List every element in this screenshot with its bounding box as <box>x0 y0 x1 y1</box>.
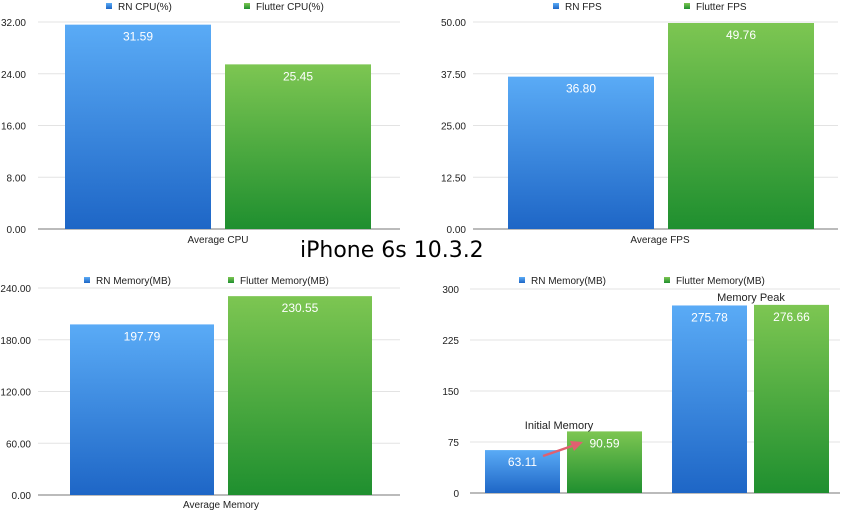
legend-swatch <box>244 3 250 9</box>
data-label: 31.59 <box>123 30 153 44</box>
annotation-memory-peak: Memory Peak <box>717 292 785 304</box>
y-tick-label: 50.00 <box>441 18 466 29</box>
bar <box>225 64 371 229</box>
x-axis-label: Average FPS <box>630 235 690 246</box>
data-label: 25.45 <box>283 69 313 83</box>
bar <box>672 305 747 493</box>
bar <box>228 296 372 495</box>
legend-label: Flutter Memory(MB) <box>676 276 765 287</box>
legend-label: Flutter CPU(%) <box>256 2 324 13</box>
y-tick-label: 180.00 <box>0 336 31 347</box>
y-tick-label: 0.00 <box>12 491 32 502</box>
y-tick-label: 120.00 <box>0 388 31 399</box>
bar <box>754 304 829 493</box>
legend-swatch <box>519 277 525 283</box>
chart-2: 0.00 12.50 25.00 37.50 50.00 RN FPS Flutter FP… <box>441 2 838 246</box>
legend-swatch <box>228 277 234 283</box>
legend-label: RN Memory(MB) <box>96 276 171 287</box>
y-tick-label: 0 <box>453 489 459 500</box>
legend-swatch <box>553 3 559 9</box>
annotation-arrow-line <box>542 444 573 458</box>
y-tick-label: 32.00 <box>1 18 26 29</box>
legend-label: RN Memory(MB) <box>531 276 606 287</box>
y-tick-label: 300 <box>442 285 459 296</box>
bar <box>65 24 211 229</box>
data-label: 275.78 <box>691 310 728 324</box>
chart-1: 0.00 8.00 16.00 24.00 32.00 RN CPU(%) Flutter … <box>1 2 400 246</box>
y-tick-label: 12.50 <box>441 173 466 184</box>
data-label: 36.80 <box>566 82 596 96</box>
y-tick-label: 0.00 <box>447 225 467 236</box>
chart-3: 0.00 60.00 120.00 180.00 240.00 RN Memory(MB)… <box>0 276 400 511</box>
y-tick-label: 37.50 <box>441 70 466 81</box>
bar <box>668 22 814 229</box>
data-label: 49.76 <box>726 28 756 42</box>
data-label: 63.11 <box>508 455 537 469</box>
annotation-arrow-head <box>570 441 583 451</box>
y-tick-label: 240.00 <box>0 284 31 295</box>
legend-label: Flutter Memory(MB) <box>240 276 329 287</box>
chart-4: 0 75 150 225 300 RN Memory(MB) Flutter Memory(… <box>442 276 840 500</box>
page-title: iPhone 6s 10.3.2 <box>300 238 484 263</box>
bar <box>70 324 214 495</box>
y-tick-label: 8.00 <box>7 173 27 184</box>
legend-swatch <box>684 3 690 9</box>
data-label: 90.59 <box>589 436 619 450</box>
y-tick-label: 24.00 <box>1 70 26 81</box>
y-tick-label: 75 <box>448 438 460 449</box>
y-tick-label: 16.00 <box>1 122 26 133</box>
y-tick-label: 25.00 <box>441 122 466 133</box>
y-tick-label: 150 <box>442 387 459 398</box>
legend-swatch <box>664 277 670 283</box>
bar <box>485 450 560 493</box>
bar <box>508 76 654 229</box>
annotation-initial-memory: Initial Memory <box>525 420 594 432</box>
legend-label: RN CPU(%) <box>118 2 172 13</box>
legend-swatch <box>84 277 90 283</box>
legend-label: Flutter FPS <box>696 2 747 13</box>
bar <box>567 431 642 493</box>
data-label: 230.55 <box>282 301 319 315</box>
data-label: 276.66 <box>773 310 810 324</box>
data-label: 197.79 <box>124 329 161 343</box>
legend-swatch <box>106 3 112 9</box>
y-tick-label: 225 <box>442 336 459 347</box>
legend-label: RN FPS <box>565 2 602 13</box>
x-axis-label: Average Memory <box>183 500 259 511</box>
x-axis-label: Average CPU <box>188 235 249 246</box>
y-tick-label: 0.00 <box>7 225 27 236</box>
y-tick-label: 60.00 <box>6 439 31 450</box>
